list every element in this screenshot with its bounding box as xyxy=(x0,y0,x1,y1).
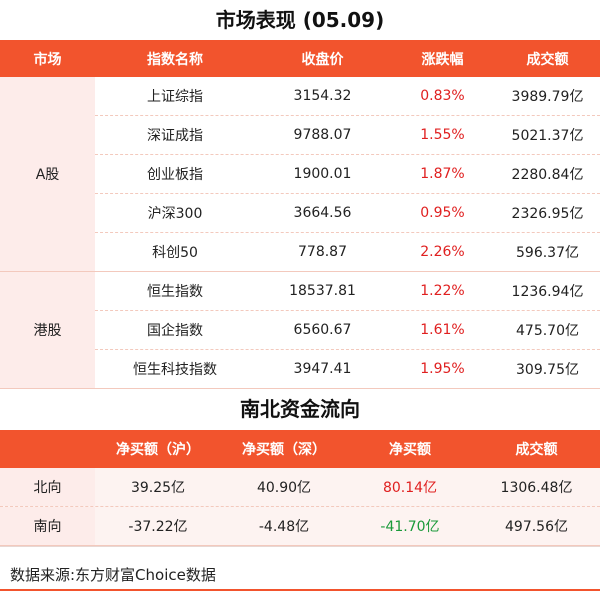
turnover: 1306.48亿 xyxy=(500,480,573,496)
net-total: 80.14亿 xyxy=(382,480,438,496)
market-label: A股 xyxy=(0,77,95,271)
table-row: 上证综指 3154.32 0.83% 3989.79亿 xyxy=(95,77,600,115)
table-row: 科创50 778.87 2.26% 596.37亿 xyxy=(95,232,600,271)
header-volume: 成交额 xyxy=(515,442,558,458)
change-pct: 0.95% xyxy=(420,205,465,221)
market-group-hk: 港股 恒生指数 18537.81 1.22% 1236.94亿 国企指数 656… xyxy=(0,272,600,389)
turnover: 596.37亿 xyxy=(516,245,579,261)
flow-direction: 南向 xyxy=(0,507,95,545)
market-table-header: 市场 指数名称 收盘价 涨跌幅 成交额 xyxy=(0,40,600,77)
change-pct: 1.22% xyxy=(420,283,465,299)
table-row: 深证成指 9788.07 1.55% 5021.37亿 xyxy=(95,115,600,154)
header-volume: 成交额 xyxy=(526,51,569,68)
table-row: 创业板指 1900.01 1.87% 2280.84亿 xyxy=(95,154,600,193)
index-name: 恒生科技指数 xyxy=(133,362,217,378)
close-price: 6560.67 xyxy=(293,322,352,338)
net-sz: -4.48亿 xyxy=(258,519,310,535)
change-pct: 1.55% xyxy=(420,127,465,143)
change-pct: 2.26% xyxy=(420,244,465,260)
market-rows: 恒生指数 18537.81 1.22% 1236.94亿 国企指数 6560.6… xyxy=(95,272,600,388)
header-change: 涨跌幅 xyxy=(421,51,464,68)
flow-direction: 北向 xyxy=(0,468,95,506)
bottom-divider xyxy=(0,589,600,591)
index-name: 科创50 xyxy=(152,245,198,261)
index-name: 国企指数 xyxy=(147,323,203,339)
turnover: 309.75亿 xyxy=(516,362,579,378)
index-name: 深证成指 xyxy=(147,128,203,144)
flow-title: 南北资金流向 xyxy=(240,397,360,421)
table-row: 恒生指数 18537.81 1.22% 1236.94亿 xyxy=(95,272,600,310)
market-title: 市场表现 (05.09) xyxy=(215,8,385,32)
close-price: 3664.56 xyxy=(293,205,352,221)
turnover: 475.70亿 xyxy=(516,323,579,339)
change-pct: 1.95% xyxy=(420,361,465,377)
market-rows: 上证综指 3154.32 0.83% 3989.79亿 深证成指 9788.07… xyxy=(95,77,600,271)
turnover: 1236.94亿 xyxy=(511,284,584,300)
close-price: 778.87 xyxy=(298,244,347,260)
change-pct: 1.61% xyxy=(420,322,465,338)
index-name: 沪深300 xyxy=(147,206,203,222)
change-pct: 0.83% xyxy=(420,88,465,104)
table-row: 沪深300 3664.56 0.95% 2326.95亿 xyxy=(95,193,600,232)
header-net-sz: 净买额（深） xyxy=(242,442,326,458)
flow-table-header: 净买额（沪） 净买额（深） 净买额 成交额 xyxy=(0,430,600,468)
header-close: 收盘价 xyxy=(301,51,344,68)
index-name: 恒生指数 xyxy=(147,284,203,300)
close-price: 3947.41 xyxy=(293,361,352,377)
data-source: 数据来源:东方财富Choice数据 xyxy=(0,546,600,601)
market-group-a-share: A股 上证综指 3154.32 0.83% 3989.79亿 深证成指 9788… xyxy=(0,77,600,272)
turnover: 3989.79亿 xyxy=(511,89,584,105)
turnover: 497.56亿 xyxy=(505,519,568,535)
index-name: 上证综指 xyxy=(147,89,203,105)
net-total: -41.70亿 xyxy=(380,519,440,535)
close-price: 18537.81 xyxy=(289,283,356,299)
market-label: 港股 xyxy=(0,272,95,388)
table-row: 恒生科技指数 3947.41 1.95% 309.75亿 xyxy=(95,349,600,388)
close-price: 3154.32 xyxy=(293,88,352,104)
net-sh: -37.22亿 xyxy=(128,519,188,535)
header-net-sh: 净买额（沪） xyxy=(116,442,200,458)
close-price: 9788.07 xyxy=(293,127,352,143)
close-price: 1900.01 xyxy=(293,166,352,182)
table-row: 北向 39.25亿 40.90亿 80.14亿 1306.48亿 xyxy=(0,468,600,506)
turnover: 2326.95亿 xyxy=(511,206,584,222)
header-direction xyxy=(0,430,95,468)
table-row: 国企指数 6560.67 1.61% 475.70亿 xyxy=(95,310,600,349)
header-index-name: 指数名称 xyxy=(147,51,203,68)
net-sz: 40.90亿 xyxy=(256,480,312,496)
turnover: 2280.84亿 xyxy=(511,167,584,183)
header-market: 市场 xyxy=(33,51,62,68)
index-name: 创业板指 xyxy=(147,167,203,183)
header-net: 净买额 xyxy=(389,442,431,458)
turnover: 5021.37亿 xyxy=(511,128,584,144)
net-sh: 39.25亿 xyxy=(130,480,186,496)
change-pct: 1.87% xyxy=(420,166,465,182)
table-row: 南向 -37.22亿 -4.48亿 -41.70亿 497.56亿 xyxy=(0,506,600,546)
